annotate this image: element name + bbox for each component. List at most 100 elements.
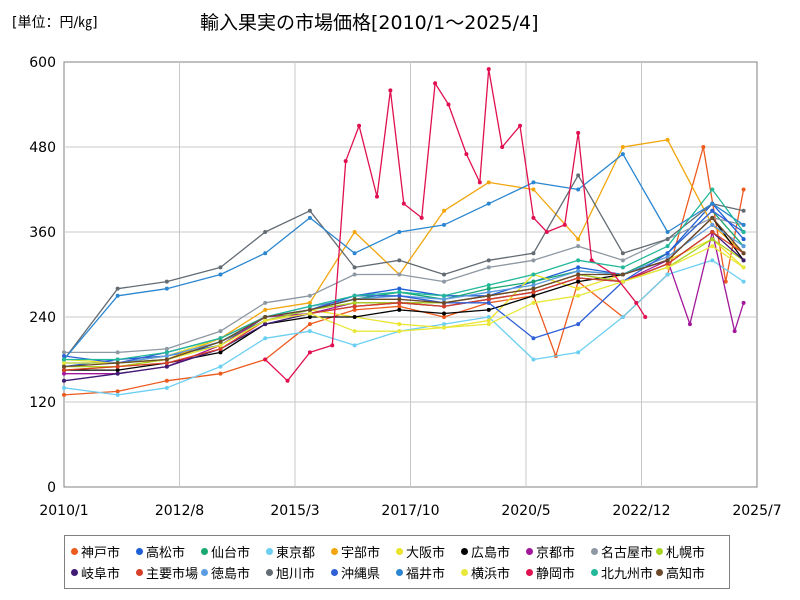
data-point [164,286,169,291]
x-tick-label: 2022/12 [612,503,670,519]
data-point [486,286,491,291]
data-point [464,152,469,157]
data-point [620,251,625,256]
legend-marker [331,548,338,555]
data-point [446,102,451,107]
data-point [576,265,581,270]
legend-item: 沖縄県 [331,562,396,583]
data-point [710,201,715,206]
legend-label: 北九州市 [601,567,654,582]
x-tick-label: 2015/3 [270,503,319,519]
x-tick-label: 2020/5 [501,503,550,519]
data-point [115,389,120,394]
legend-label: 福井市 [406,567,446,582]
data-point [62,361,66,366]
legend-label: 静岡市 [536,567,576,582]
data-point [576,237,581,242]
data-point [589,258,594,263]
unit-label: [単位：円/㎏] [12,15,98,31]
data-point [531,279,536,284]
chart-legend: 神戸市 高松市 仙台市 東京都 宇部市 大阪市 広島市 京都市 名古屋市 札幌市 岐阜市 主要市場 徳島… [64,535,730,589]
data-point [486,297,491,302]
data-point [442,279,447,284]
legend-label: 広島市 [471,546,511,561]
series-line [64,224,744,364]
legend-item: 仙台市 [201,541,266,562]
data-point [307,293,312,298]
data-point [115,364,120,369]
legend-label: 京都市 [536,546,576,561]
legend-item: 名古屋市 [591,541,656,562]
chart-title: 輸入果実の市場価格[2010/1～2025/4] [200,12,539,34]
data-point [576,173,581,178]
data-point [397,258,402,263]
legend-item: 静岡市 [526,562,591,583]
data-point [710,237,715,242]
data-point [218,336,223,341]
data-point [115,357,120,362]
data-point [710,222,715,227]
series-line [63,174,744,360]
data-point [285,378,290,383]
data-point [710,187,715,192]
data-point [665,251,670,256]
data-point [701,145,706,149]
data-point [544,230,549,234]
data-point [665,265,670,270]
data-point [576,187,581,192]
legend-marker [331,569,338,576]
data-point [307,215,312,220]
data-point [307,315,312,319]
legend-item: 徳島市 [201,562,266,583]
legend-marker [136,569,143,576]
data-point [352,230,357,234]
data-point [62,364,66,369]
data-point [576,272,581,277]
data-point [665,230,670,234]
legend-marker [526,569,533,576]
legend-label: 名古屋市 [601,546,654,561]
data-point [397,272,402,277]
series-line [63,217,745,368]
data-point [486,315,491,319]
data-point [531,283,536,288]
data-point [397,230,402,234]
data-point [620,145,625,149]
data-point [397,329,402,334]
data-point [576,322,581,327]
x-tick-label: 2017/10 [381,503,439,519]
legend-label: 主要市場 [146,567,199,582]
legend-item: 大阪市 [396,541,461,562]
data-point [62,350,66,355]
data-point [531,286,536,291]
data-point [741,208,746,213]
data-point [218,329,223,334]
data-point [531,336,536,341]
data-point [352,297,357,302]
data-point [164,357,169,362]
data-point [442,272,447,277]
data-point [357,123,362,128]
legend-marker [656,569,663,576]
data-point [741,244,746,249]
data-point [531,251,536,256]
legend-label: 徳島市 [211,567,251,582]
data-point [263,318,268,323]
data-point [115,368,120,373]
data-point [486,265,491,270]
data-point [218,371,223,376]
data-point [576,350,581,355]
data-point [307,307,312,312]
data-point [665,237,670,242]
data-point [620,152,625,157]
data-point [741,187,746,192]
data-point [164,361,169,366]
data-point [352,251,357,256]
legend-item: 北九州市 [591,562,656,583]
data-point [164,353,169,358]
y-tick-label: 360 [29,225,56,241]
legend-marker [656,548,663,555]
data-point [397,290,402,295]
data-point [115,350,120,355]
data-point [486,293,491,298]
